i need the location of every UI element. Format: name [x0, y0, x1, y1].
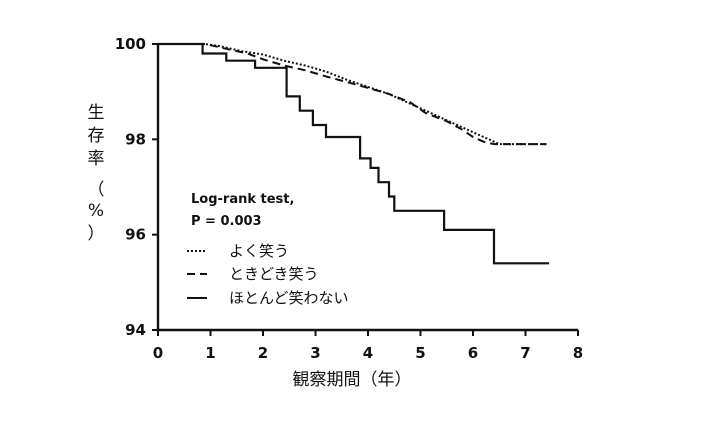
x-tick-label: 6 — [468, 344, 478, 362]
x-ticks: 0 1 2 3 4 5 6 7 8 — [153, 330, 583, 362]
x-tick-label: 7 — [520, 344, 530, 362]
series-line-3 — [158, 42, 550, 265]
stat-annotation-line-1: Log-rank test, — [191, 192, 294, 207]
stat-annotation-line-2: P = 0.003 — [191, 214, 262, 229]
plot-lines — [158, 42, 550, 265]
y-tick-label: 100 — [115, 35, 146, 53]
x-tick-label: 4 — [363, 344, 373, 362]
x-tick-label: 0 — [153, 344, 163, 362]
legend-label-3: ほとんど笑わない — [229, 289, 349, 307]
y-axis-title: 生存率 （% ） — [88, 103, 105, 244]
series-line-2 — [158, 43, 547, 146]
legend-label-2: ときどき笑う — [229, 265, 319, 283]
x-tick-label: 8 — [573, 344, 583, 362]
y-axis-title-char: 生 — [88, 103, 105, 123]
y-axis-title-char: ） — [88, 224, 105, 244]
series-line-1 — [158, 43, 547, 146]
y-ticks: 100 98 96 94 — [115, 35, 158, 339]
x-axis-title: 観察期間（年） — [293, 370, 412, 390]
y-axis-title-char: 率 — [88, 149, 105, 169]
y-tick-label: 94 — [125, 321, 146, 339]
x-tick-label: 2 — [258, 344, 268, 362]
y-tick-label: 98 — [125, 130, 146, 148]
y-tick-label: 96 — [125, 226, 146, 244]
y-axis-title-char: 存 — [88, 126, 105, 146]
x-tick-label: 5 — [415, 344, 425, 362]
x-tick-label: 1 — [205, 344, 215, 362]
y-axis-title-char: % — [88, 201, 104, 221]
legend-label-1: よく笑う — [229, 242, 289, 260]
y-axis-title-char: （ — [88, 180, 105, 200]
x-tick-label: 3 — [310, 344, 320, 362]
